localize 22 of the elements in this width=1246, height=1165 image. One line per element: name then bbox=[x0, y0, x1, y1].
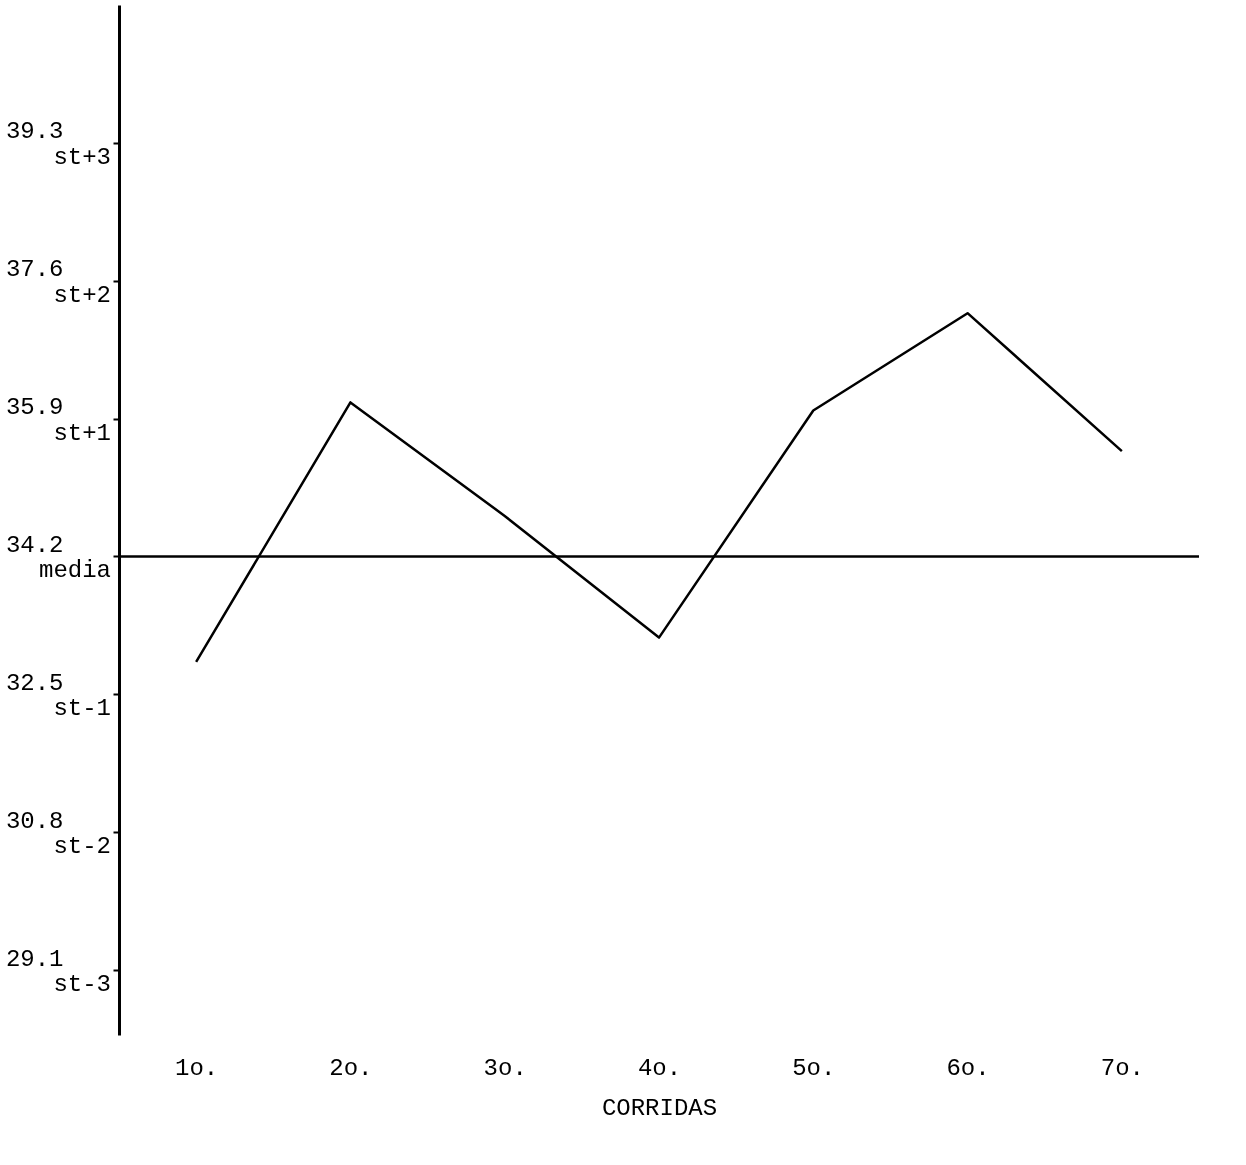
x-tick-label: 6o. bbox=[946, 1054, 990, 1082]
y-tick-label: 37.6 bbox=[5, 256, 64, 284]
y-tick-label: 32.5 bbox=[5, 669, 64, 697]
x-axis-title: CORRIDAS bbox=[601, 1094, 718, 1122]
x-tick-label: 2o. bbox=[329, 1054, 373, 1082]
y-tick-label: 29.1 bbox=[5, 945, 64, 973]
text: st+3 bbox=[53, 143, 111, 171]
x-tick-label: 3o. bbox=[483, 1054, 527, 1082]
y-tick-label: 34.2 bbox=[5, 532, 64, 559]
y-tick-label: 39.3 bbox=[5, 118, 64, 146]
x-tick-label: 4o. bbox=[637, 1054, 682, 1082]
x-tick-label: 1o. bbox=[175, 1054, 219, 1082]
text: st-3 bbox=[53, 971, 111, 999]
text: st+2 bbox=[53, 281, 111, 309]
x-tick-label: 5o. bbox=[792, 1054, 836, 1082]
y-tick-label: 35.9 bbox=[5, 394, 64, 422]
text: st+1 bbox=[53, 419, 111, 447]
text: st-1 bbox=[53, 695, 111, 723]
text: media bbox=[38, 557, 111, 585]
y-tick-label: 30.8 bbox=[5, 807, 64, 835]
text: st-2 bbox=[53, 833, 111, 861]
x-tick-label: 7o. bbox=[1100, 1054, 1144, 1082]
